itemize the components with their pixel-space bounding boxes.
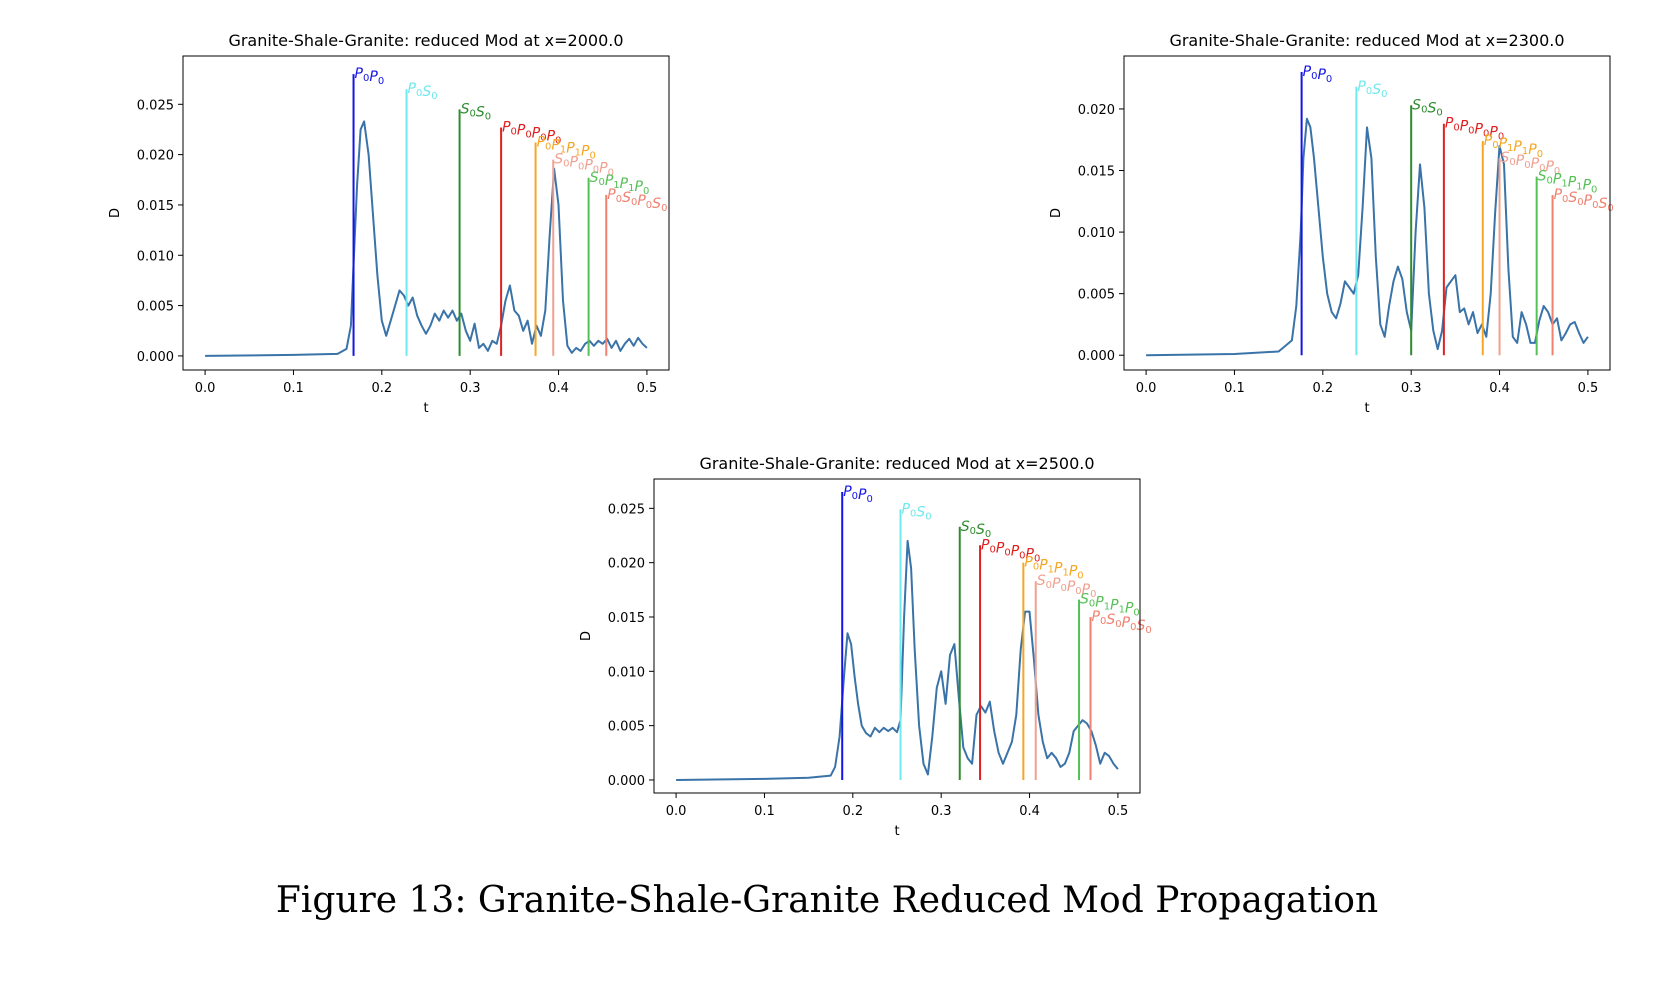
chart-3: Granite-Shale-Granite: reduced Mod at x=…: [579, 454, 1152, 839]
arrival-label-s0p1p1p0: S0P1P1P0: [1080, 592, 1140, 619]
arrival-label-p0p1p1p0: P0P1P1P0: [1024, 555, 1083, 582]
arrival-label-s0p0p0p0: S0P0P0P0: [554, 152, 614, 179]
x-tick-label: 0.5: [1108, 804, 1129, 819]
series-line: [1146, 117, 1589, 357]
series-line: [205, 120, 648, 357]
y-tick-label: 0.015: [608, 611, 645, 626]
x-tick-label: 0.2: [842, 804, 863, 819]
y-tick-label: 0.015: [1078, 165, 1115, 180]
arrival-label-p0p0p0p0: P0P0P0P0: [1445, 116, 1504, 143]
arrival-label-s0s0: S0S0: [961, 519, 992, 540]
x-tick-label: 0.0: [195, 381, 216, 396]
plot-frame: [653, 478, 1141, 794]
arrival-label-s0p0p0p0: S0P0P0P0: [1037, 573, 1097, 600]
y-tick-label: 0.015: [137, 199, 174, 214]
x-tick-label: 0.2: [1312, 381, 1333, 396]
arrival-label-p0s0p0s0: P0S0P0S0: [1554, 187, 1614, 214]
arrival-label-p0p0p0p0: P0P0P0P0: [502, 119, 561, 146]
x-tick-label: 0.0: [666, 804, 687, 819]
arrival-label-p0p1p1p0: P0P1P1P0: [1484, 133, 1543, 160]
y-axis-label: D: [1049, 208, 1064, 218]
plot-frame: [182, 55, 670, 371]
x-axis-label: t: [1364, 401, 1369, 416]
y-tick-label: 0.000: [137, 350, 174, 365]
arrival-label-s0p0p0p0: S0P0P0P0: [1501, 150, 1561, 177]
y-tick-label: 0.000: [1078, 349, 1115, 364]
y-tick-label: 0.010: [137, 249, 174, 264]
plot-frame: [1123, 55, 1611, 371]
x-tick-label: 0.1: [754, 804, 775, 819]
x-axis-label: t: [423, 401, 428, 416]
arrival-label-p0p0: P0P0: [843, 484, 873, 505]
y-tick-label: 0.005: [1078, 288, 1115, 303]
chart-title: Granite-Shale-Granite: reduced Mod at x=…: [228, 31, 623, 50]
arrival-label-s0s0: S0S0: [1412, 97, 1443, 118]
arrival-label-p0p1p1p0: P0P1P1P0: [537, 135, 596, 162]
x-tick-label: 0.1: [283, 381, 304, 396]
chart-title: Granite-Shale-Granite: reduced Mod at x=…: [1169, 31, 1564, 50]
y-tick-label: 0.005: [608, 720, 645, 735]
arrival-label-s0p1p1p0: S0P1P1P0: [590, 170, 650, 197]
x-tick-label: 0.4: [1489, 381, 1510, 396]
x-tick-label: 0.3: [460, 381, 481, 396]
chart-2: Granite-Shale-Granite: reduced Mod at x=…: [1049, 31, 1614, 416]
x-tick-label: 0.4: [548, 381, 569, 396]
x-tick-label: 0.1: [1224, 381, 1245, 396]
arrival-label-p0s0: P0S0: [1357, 79, 1387, 100]
chart-1: Granite-Shale-Granite: reduced Mod at x=…: [108, 31, 670, 416]
arrival-label-p0s0p0s0: P0S0P0S0: [607, 187, 667, 214]
y-tick-label: 0.025: [608, 502, 645, 517]
x-axis-label: t: [894, 824, 899, 839]
x-tick-label: 0.3: [931, 804, 952, 819]
y-tick-label: 0.010: [1078, 226, 1115, 241]
series-line: [676, 539, 1119, 781]
y-tick-label: 0.020: [608, 557, 645, 572]
x-tick-label: 0.0: [1136, 381, 1157, 396]
x-tick-label: 0.5: [637, 381, 658, 396]
y-tick-label: 0.005: [137, 300, 174, 315]
y-tick-label: 0.000: [608, 774, 645, 789]
figure-caption: Figure 13: Granite-Shale-Granite Reduced…: [275, 880, 1379, 921]
y-axis-label: D: [579, 631, 594, 641]
arrival-label-p0s0: P0S0: [902, 501, 932, 522]
x-tick-label: 0.2: [371, 381, 392, 396]
x-tick-label: 0.3: [1401, 381, 1422, 396]
y-tick-label: 0.020: [1078, 103, 1115, 118]
y-tick-label: 0.010: [608, 665, 645, 680]
arrival-label-s0s0: S0S0: [461, 101, 492, 122]
x-tick-label: 0.4: [1019, 804, 1040, 819]
arrival-label-p0s0p0s0: P0S0P0S0: [1092, 609, 1152, 636]
chart-title: Granite-Shale-Granite: reduced Mod at x=…: [699, 454, 1094, 473]
x-tick-label: 0.5: [1578, 381, 1599, 396]
y-tick-label: 0.020: [137, 149, 174, 164]
arrival-label-s0p1p1p0: S0P1P1P0: [1538, 169, 1598, 196]
arrival-label-p0s0: P0S0: [408, 81, 438, 102]
y-tick-label: 0.025: [137, 98, 174, 113]
arrival-label-p0p0: P0P0: [1303, 64, 1333, 85]
arrival-label-p0p0p0p0: P0P0P0P0: [981, 537, 1040, 564]
arrival-label-p0p0: P0P0: [355, 66, 385, 87]
y-axis-label: D: [108, 208, 123, 218]
